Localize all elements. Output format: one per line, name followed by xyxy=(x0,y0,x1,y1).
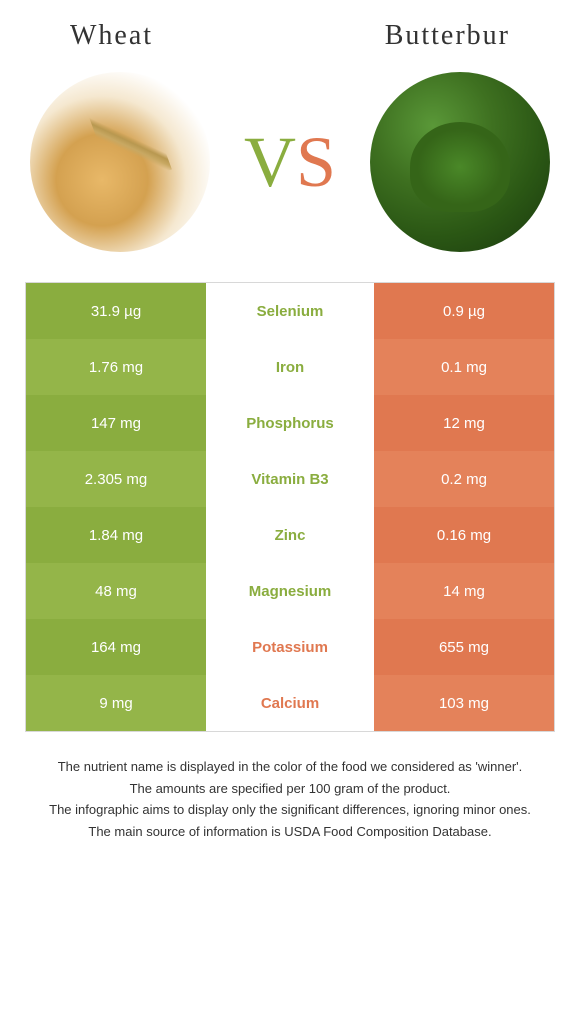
table-row: 164 mgPotassium655 mg xyxy=(26,619,554,675)
table-row: 9 mgCalcium103 mg xyxy=(26,675,554,731)
food-title-right: Butterbur xyxy=(385,20,510,52)
nutrient-label: Iron xyxy=(206,339,374,395)
table-row: 147 mgPhosphorus12 mg xyxy=(26,395,554,451)
value-right: 12 mg xyxy=(374,395,554,451)
value-right: 0.16 mg xyxy=(374,507,554,563)
vs-label: VS xyxy=(244,121,336,204)
value-right: 655 mg xyxy=(374,619,554,675)
butterbur-image xyxy=(370,72,550,252)
nutrient-label: Selenium xyxy=(206,283,374,339)
notes: The nutrient name is displayed in the co… xyxy=(20,757,560,841)
value-right: 103 mg xyxy=(374,675,554,731)
nutrient-label: Phosphorus xyxy=(206,395,374,451)
value-left: 48 mg xyxy=(26,563,206,619)
food-title-left: Wheat xyxy=(70,20,153,52)
nutrient-label: Zinc xyxy=(206,507,374,563)
value-right: 0.1 mg xyxy=(374,339,554,395)
table-row: 31.9 µgSelenium0.9 µg xyxy=(26,283,554,339)
value-right: 0.9 µg xyxy=(374,283,554,339)
note-line: The infographic aims to display only the… xyxy=(35,800,545,820)
table-row: 48 mgMagnesium14 mg xyxy=(26,563,554,619)
value-right: 14 mg xyxy=(374,563,554,619)
note-line: The amounts are specified per 100 gram o… xyxy=(35,779,545,799)
value-left: 164 mg xyxy=(26,619,206,675)
vs-v: V xyxy=(244,121,296,204)
note-line: The nutrient name is displayed in the co… xyxy=(35,757,545,777)
value-left: 147 mg xyxy=(26,395,206,451)
table-row: 2.305 mgVitamin B30.2 mg xyxy=(26,451,554,507)
value-left: 1.84 mg xyxy=(26,507,206,563)
note-line: The main source of information is USDA F… xyxy=(35,822,545,842)
value-left: 1.76 mg xyxy=(26,339,206,395)
nutrient-label: Potassium xyxy=(206,619,374,675)
table-row: 1.84 mgZinc0.16 mg xyxy=(26,507,554,563)
value-left: 2.305 mg xyxy=(26,451,206,507)
value-left: 9 mg xyxy=(26,675,206,731)
nutrient-label: Magnesium xyxy=(206,563,374,619)
nutrient-label: Calcium xyxy=(206,675,374,731)
value-right: 0.2 mg xyxy=(374,451,554,507)
value-left: 31.9 µg xyxy=(26,283,206,339)
nutrient-table: 31.9 µgSelenium0.9 µg1.76 mgIron0.1 mg14… xyxy=(25,282,555,732)
wheat-image xyxy=(30,72,210,252)
vs-s: S xyxy=(296,121,336,204)
images-row: VS xyxy=(20,72,560,252)
header-row: Wheat Butterbur xyxy=(20,20,560,52)
table-row: 1.76 mgIron0.1 mg xyxy=(26,339,554,395)
nutrient-label: Vitamin B3 xyxy=(206,451,374,507)
